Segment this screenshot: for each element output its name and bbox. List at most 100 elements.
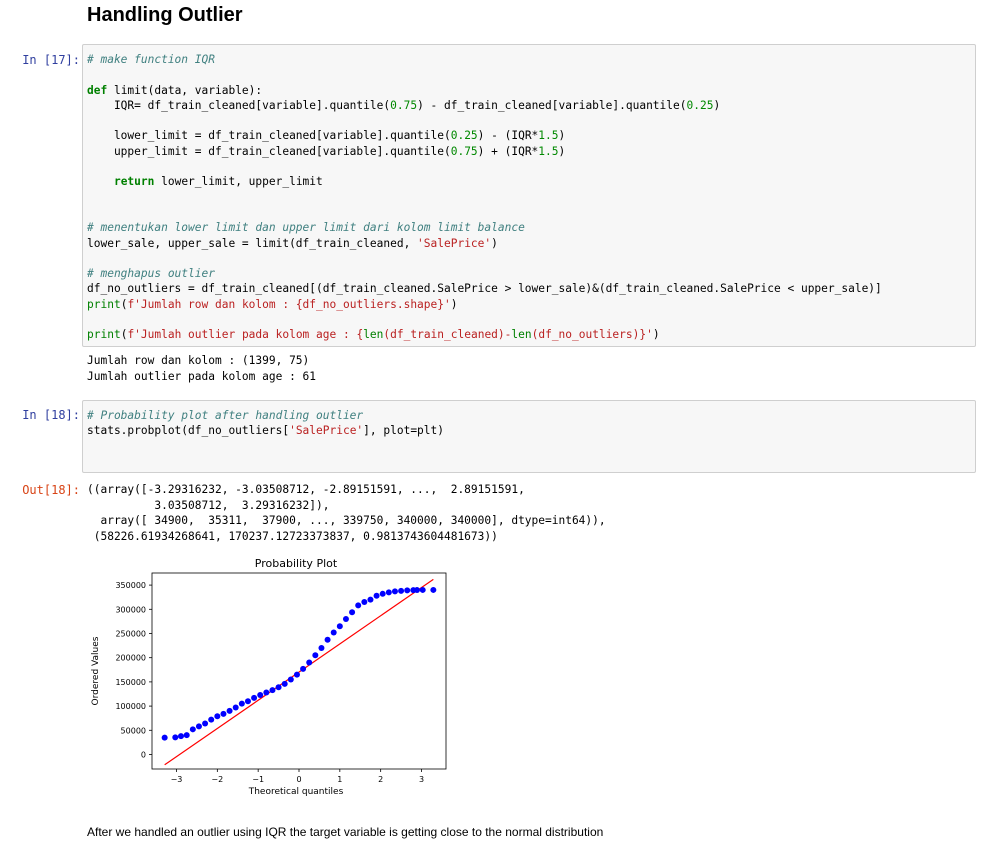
code-line: stats.probplot(df_no_outliers['SalePrice… (87, 424, 444, 438)
x-tick-label: −1 (252, 775, 264, 784)
x-tick-label: −2 (211, 775, 223, 784)
output-line: (58226.61934268641, 170237.12723373837, … (87, 529, 498, 543)
data-point (189, 726, 196, 733)
y-tick-label: 350000 (115, 581, 146, 590)
data-point (269, 687, 276, 694)
x-axis-label: Theoretical quantiles (248, 787, 344, 797)
data-point (306, 659, 313, 666)
code-line: return lower_limit, upper_limit (113, 175, 323, 189)
code-line: # Probability plot after handling outlie… (87, 409, 364, 422)
output-line: array([ 34900, 35311, 37900, ..., 339750… (87, 514, 606, 527)
data-point (251, 694, 258, 701)
code-line (87, 159, 882, 174)
data-point (391, 588, 398, 595)
data-point (287, 676, 294, 683)
data-point (214, 713, 221, 720)
data-point (312, 652, 319, 659)
markdown-conclusion: After we handled an outlier using IQR th… (87, 825, 604, 839)
x-tick-label: −3 (171, 775, 183, 784)
y-tick-label: 200000 (115, 654, 146, 663)
code-line: # make function IQR (87, 53, 215, 66)
data-point (177, 733, 184, 740)
code-line: print(f'Jumlah row dan kolom : {df_no_ou… (87, 297, 458, 311)
output-line: Jumlah outlier pada kolom age : 61 (87, 369, 317, 383)
code-line: df_no_outliers = df_train_cleaned[(df_tr… (87, 282, 882, 296)
code-cell-18-source[interactable]: # Probability plot after handling outlie… (87, 408, 444, 439)
data-point (342, 615, 349, 622)
code-line: def limit(data, variable): (87, 83, 263, 97)
output-line: ((array([-3.29316232, -3.03508712, -2.89… (87, 483, 525, 496)
data-point (244, 698, 251, 705)
code-line (87, 67, 882, 82)
y-tick-label: 100000 (115, 702, 146, 711)
code-line (87, 312, 882, 327)
code-line: IQR= df_train_cleaned[variable].quantile… (87, 98, 721, 112)
data-point (183, 732, 190, 739)
code-line (87, 190, 882, 205)
data-point (419, 586, 426, 593)
data-point (238, 700, 245, 707)
code-line (87, 251, 882, 266)
data-point (263, 689, 270, 696)
y-tick-label: 300000 (115, 605, 146, 614)
code-line (87, 113, 882, 128)
x-tick-label: 1 (337, 775, 342, 784)
data-point (226, 707, 233, 714)
notebook-heading: Handling Outlier (87, 4, 243, 26)
code-cell-18[interactable]: # Probability plot after handling outlie… (82, 400, 976, 473)
cell-18-output: ((array([-3.29316232, -3.03508712, -2.89… (87, 482, 606, 544)
x-tick-label: 3 (419, 775, 424, 784)
data-point (398, 587, 405, 594)
data-point (379, 590, 386, 597)
code-line: upper_limit = df_train_cleaned[variable]… (87, 144, 566, 158)
code-cell-17[interactable]: # make function IQR def limit(data, vari… (82, 44, 976, 347)
data-point (202, 720, 209, 727)
data-point (349, 609, 356, 616)
output-line: 3.03508712, 3.29316232]), (87, 498, 330, 512)
code-line: print(f'Jumlah outlier pada kolom age : … (87, 328, 660, 342)
x-tick-label: 0 (296, 775, 301, 784)
fit-line (164, 578, 434, 766)
y-axis-label: Ordered Values (91, 636, 101, 705)
code-line: lower_limit = df_train_cleaned[variable]… (87, 129, 566, 143)
data-point (161, 734, 168, 741)
y-tick-label: 150000 (115, 678, 146, 687)
data-point (414, 587, 421, 594)
data-point (300, 665, 307, 672)
data-point (195, 723, 202, 730)
data-point (355, 602, 362, 609)
code-line: lower_sale, upper_sale = limit(df_train_… (87, 236, 498, 250)
data-point (275, 684, 282, 691)
data-point (385, 589, 392, 596)
cell-17-output: Jumlah row dan kolom : (1399, 75) Jumlah … (87, 353, 316, 384)
data-point (361, 599, 368, 606)
data-point (373, 592, 380, 599)
data-point (324, 636, 331, 643)
data-point (330, 629, 337, 636)
data-point (293, 671, 300, 678)
data-point (430, 586, 437, 593)
data-point (336, 623, 343, 630)
probability-plot: Probability Plot 0 50000 100000 150000 20000… (91, 557, 447, 797)
y-tick-label: 0 (141, 750, 146, 759)
data-point (318, 645, 325, 652)
code-cell-17-source[interactable]: # make function IQR def limit(data, vari… (87, 52, 882, 343)
data-point (404, 587, 411, 594)
code-line: # menghapus outlier (87, 267, 215, 281)
data-point (220, 710, 227, 717)
data-point (232, 704, 239, 711)
data-point (257, 691, 264, 698)
y-tick-label: 250000 (115, 629, 146, 638)
plot-title: Probability Plot (255, 557, 338, 570)
cell-18-output-prompt: Out[18]: (22, 483, 80, 497)
data-point (208, 716, 215, 723)
output-line: Jumlah row dan kolom : (1399, 75) (87, 354, 310, 367)
code-line (87, 205, 882, 220)
y-tick-label: 50000 (121, 726, 146, 735)
cell-18-input-prompt: In [18]: (22, 408, 80, 422)
data-point (172, 734, 179, 741)
cell-17-input-prompt: In [17]: (22, 53, 80, 67)
data-point (281, 680, 288, 687)
x-tick-label: 2 (378, 775, 383, 784)
data-point (367, 596, 374, 603)
